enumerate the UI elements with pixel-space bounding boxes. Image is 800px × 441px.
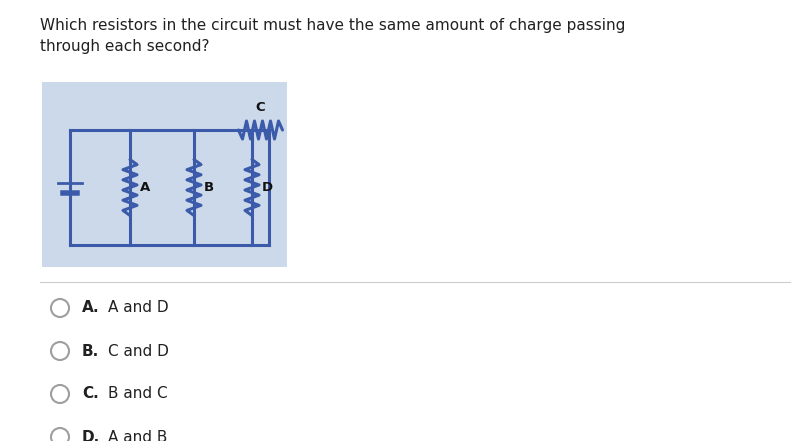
Text: A and D: A and D <box>108 300 169 315</box>
Text: C and D: C and D <box>108 344 169 359</box>
Text: D.: D. <box>82 430 100 441</box>
Text: Which resistors in the circuit must have the same amount of charge passing
throu: Which resistors in the circuit must have… <box>40 18 626 54</box>
Text: A and B: A and B <box>108 430 167 441</box>
Text: C.: C. <box>82 386 98 401</box>
Text: B.: B. <box>82 344 99 359</box>
Bar <box>42 82 287 267</box>
Text: B: B <box>204 181 214 194</box>
Text: A: A <box>140 181 150 194</box>
Text: A.: A. <box>82 300 100 315</box>
Text: D: D <box>262 181 273 194</box>
Text: B and C: B and C <box>108 386 168 401</box>
Text: C: C <box>256 101 266 114</box>
